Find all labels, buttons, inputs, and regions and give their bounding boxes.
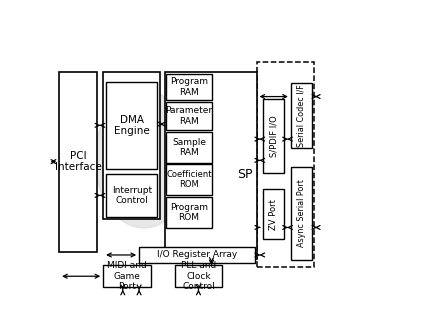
Text: S/PDIF I/O: S/PDIF I/O [269, 115, 278, 157]
Bar [291, 83, 312, 148]
Text: Interrupt
Control: Interrupt Control [112, 186, 152, 205]
Text: Parameter
RAM: Parameter RAM [165, 106, 213, 126]
Text: MIDI and
Game
Port: MIDI and Game Port [107, 261, 147, 291]
Text: Program
RAM: Program RAM [170, 77, 208, 97]
Bar [139, 247, 255, 263]
Bar [165, 72, 256, 259]
Bar [103, 72, 160, 219]
Text: Sample
RAM: Sample RAM [172, 137, 206, 157]
Bar [263, 99, 284, 173]
Text: ZV Port: ZV Port [269, 199, 278, 229]
Text: I/O Register Array: I/O Register Array [157, 250, 237, 259]
Bar [107, 82, 157, 169]
Bar [175, 266, 222, 287]
Text: Async Serial Port: Async Serial Port [297, 180, 306, 247]
Text: PLL and
Clock
Control: PLL and Clock Control [181, 261, 216, 291]
Bar [59, 72, 97, 252]
Text: Program
ROM: Program ROM [170, 202, 208, 222]
Bar [103, 266, 151, 287]
Text: PCI
Interface: PCI Interface [55, 151, 101, 173]
Bar [166, 132, 212, 163]
Text: DMA
Engine: DMA Engine [114, 114, 149, 136]
Text: SP: SP [237, 168, 253, 181]
Bar [263, 189, 284, 239]
Ellipse shape [95, 90, 193, 228]
Bar [166, 101, 212, 130]
Bar [107, 174, 157, 217]
Bar [166, 74, 212, 100]
Text: Serial Codec I/F: Serial Codec I/F [297, 84, 306, 147]
Bar [256, 61, 314, 267]
Bar [166, 197, 212, 228]
Bar [166, 164, 212, 195]
Bar [291, 167, 312, 260]
Text: Coefficient
ROM: Coefficient ROM [166, 170, 212, 189]
